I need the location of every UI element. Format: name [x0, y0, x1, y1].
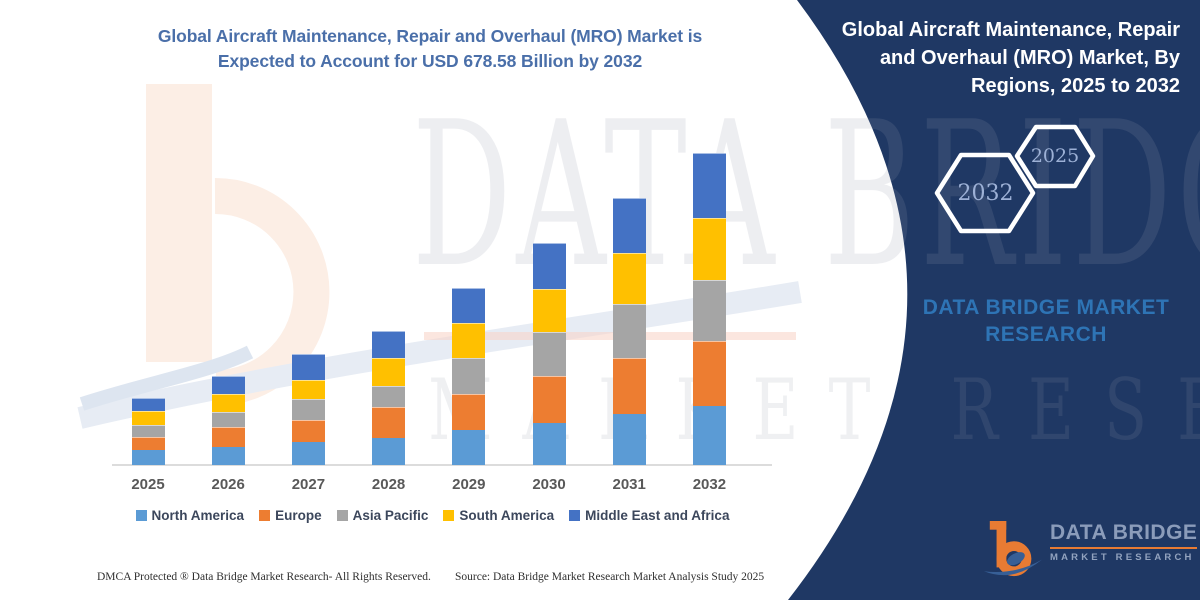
legend-item-asia-pacific: Asia Pacific	[336, 508, 429, 523]
footer-source-text: Source: Data Bridge Market Research Mark…	[455, 571, 765, 583]
x-axis-label-2028: 2028	[371, 476, 406, 493]
legend-swatch	[443, 510, 455, 521]
segment-europe	[131, 437, 165, 450]
x-axis-line	[112, 464, 772, 466]
right-panel-title: Global Aircraft Maintenance, Repair and …	[841, 19, 1180, 97]
legend-swatch	[336, 510, 348, 521]
hexagon-2032-label: 2032	[957, 181, 1014, 206]
dbmr-logo-title: DATA BRIDGE	[1050, 521, 1198, 544]
legend-label: Europe	[275, 508, 322, 523]
hexagon-2025	[1014, 124, 1096, 189]
legend-item-north-america: North America	[135, 508, 245, 523]
segment-middle-east-and-africa	[612, 198, 646, 253]
panel-wordmark: DATA BRIDGE MARKET RESEARCH	[922, 296, 1170, 346]
segment-north-america	[452, 429, 486, 465]
x-axis-label-2025: 2025	[131, 476, 165, 493]
chart-title: Global Aircraft Maintenance, Repair and …	[157, 26, 703, 71]
hexagon-2025-label: 2025	[1030, 145, 1080, 167]
dbmr-logo-icon	[984, 521, 1042, 577]
legend-label: Asia Pacific	[352, 508, 429, 523]
x-axis-label-2031: 2031	[612, 476, 646, 493]
dbmr-logo-text: DATA BRIDGE MARKET RESEARCH	[1050, 514, 1198, 563]
x-axis-label-2029: 2029	[452, 476, 486, 493]
segment-south-america	[692, 217, 726, 281]
segment-north-america	[131, 449, 165, 465]
legend-item-europe: Europe	[259, 508, 322, 523]
legend-swatch	[259, 510, 271, 521]
legend-swatch	[569, 510, 581, 521]
segment-north-america	[532, 423, 566, 465]
legend-swatch	[135, 510, 147, 521]
segment-north-america	[372, 438, 406, 465]
legend-label: South America	[459, 508, 555, 523]
dbmr-logo: DATA BRIDGE MARKET RESEARCH	[984, 514, 1198, 586]
legend-label: North America	[151, 508, 245, 523]
x-axis-label-2027: 2027	[291, 476, 326, 493]
legend-label: Middle East and Africa	[585, 508, 730, 523]
segment-north-america	[211, 447, 245, 465]
segment-middle-east-and-africa	[692, 153, 726, 218]
footer-dmca-text: DMCA Protected ® Data Bridge Market Rese…	[97, 571, 431, 583]
x-axis-label-2032: 2032	[692, 476, 727, 493]
legend-item-south-america: South America	[443, 508, 554, 523]
hexagon-2032	[934, 152, 1036, 234]
x-axis-label-2026: 2026	[211, 476, 245, 493]
chart-legend: North America Europe Asia Pacific South Ame…	[95, 508, 770, 523]
segment-north-america	[291, 441, 325, 465]
dbmr-logo-rule	[1050, 547, 1198, 549]
legend-item-middle-east-and-africa: Middle East and Africa	[569, 508, 729, 523]
dbmr-logo-subtitle: MARKET RESEARCH	[1050, 552, 1195, 563]
x-axis-label-2030: 2030	[532, 476, 566, 493]
